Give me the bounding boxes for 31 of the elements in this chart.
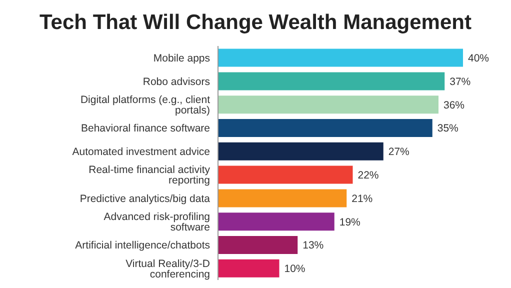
bar — [218, 72, 445, 90]
data-label: 21% — [352, 192, 373, 205]
y-tick-label: Real-time financial activity reporting — [88, 164, 211, 187]
bar — [218, 119, 432, 138]
data-label: 36% — [444, 99, 465, 112]
chart-title: Tech That Will Change Wealth Management — [38, 10, 472, 36]
bar — [218, 259, 280, 278]
bar — [218, 212, 334, 231]
bar — [218, 236, 298, 254]
data-label: 40% — [468, 52, 490, 65]
data-label: 37% — [450, 76, 471, 88]
y-tick-label: Virtual Reality/3-D conferencing — [126, 258, 210, 280]
data-label: 13% — [302, 240, 324, 252]
data-label: 22% — [358, 170, 379, 182]
bar — [218, 48, 463, 67]
data-label: 19% — [339, 216, 360, 228]
bar — [218, 166, 353, 184]
bar — [218, 96, 438, 114]
data-label: 10% — [284, 263, 306, 276]
y-tick-label: Behavioral finance software — [81, 122, 210, 135]
y-tick-label: Predictive analytics/big data — [80, 192, 210, 205]
y-tick-label: Robo advisors — [142, 76, 210, 88]
data-label: 35% — [437, 122, 458, 135]
y-tick-label: Automated investment advice — [72, 146, 210, 158]
data-label: 27% — [388, 146, 410, 158]
bar — [218, 189, 347, 208]
y-tick-label: Artificial intelligence/chatbots — [75, 240, 210, 252]
y-tick-label: Mobile apps — [153, 52, 210, 64]
y-tick-label: Digital platforms (e.g., client portals) — [80, 94, 210, 116]
bar — [218, 142, 384, 160]
y-tick-label: Advanced risk-profiling software — [104, 210, 210, 234]
